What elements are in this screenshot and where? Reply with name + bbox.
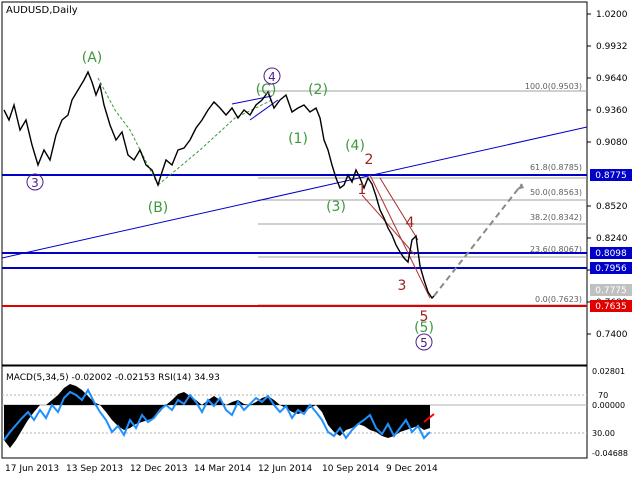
svg-text:5: 5	[420, 336, 428, 350]
wave-label-1: (1)	[288, 131, 308, 147]
price-tag-07635: 0.7635	[590, 300, 632, 312]
wave-label-A: (A)	[82, 50, 103, 66]
price-tick: 0.9080	[587, 138, 628, 148]
fib-label-100: 100.0(0.9503)	[525, 82, 582, 91]
time-axis: 17 Jun 2013 13 Sep 2013 12 Dec 2013 14 M…	[5, 464, 438, 474]
price-tick: 0.8520	[587, 202, 628, 212]
indicator-tick: 30.00	[592, 429, 615, 438]
price-line	[3, 70, 435, 300]
wave-label-B: (B)	[148, 200, 169, 216]
time-tick: 10 Sep 2014	[322, 464, 379, 474]
price-tick: 0.8240	[587, 234, 628, 244]
price-tick: 0.7400	[587, 330, 628, 340]
price-tick: 0.9932	[587, 42, 628, 52]
svg-text:0.8520: 0.8520	[596, 202, 628, 212]
price-tick: 1.0200	[587, 10, 628, 20]
svg-text:0.9932: 0.9932	[596, 42, 628, 52]
circled-wave-5: 5	[415, 333, 433, 351]
fibonacci-retracement[interactable]: 100.0(0.9503) 61.8(0.8785) 50.0(0.8563) …	[258, 82, 587, 306]
svg-text:0.9360: 0.9360	[596, 106, 628, 116]
svg-text:0.7400: 0.7400	[596, 330, 628, 340]
downtrend-channel[interactable]	[361, 174, 431, 299]
indicator-tick: 0.00000	[592, 401, 625, 410]
projection-arrow-line	[433, 183, 523, 297]
wave-c-channel-upper	[231, 95, 273, 105]
circled-wave-4: 4	[263, 67, 281, 85]
svg-text:0.7635: 0.7635	[595, 302, 627, 312]
wave-label-5: (5)	[414, 320, 434, 336]
wave-c-channel-lower	[249, 99, 279, 121]
projection-arrow-head	[516, 184, 524, 190]
svg-text:0.7775: 0.7775	[595, 286, 627, 296]
price-tag-07956: 0.7956	[590, 262, 632, 274]
indicator-axis: 0.02801 70 0.00000 30.00 -0.04688	[592, 367, 628, 458]
indicator-tick: -0.04688	[592, 449, 628, 458]
fib-label-618: 61.8(0.8785)	[530, 163, 582, 172]
price-tick: 0.9360	[587, 106, 628, 116]
circled-wave-3: 3	[26, 173, 44, 191]
svg-text:0.7956: 0.7956	[595, 264, 627, 274]
time-tick: 12 Dec 2013	[130, 464, 188, 474]
fib-label-0: 0.0(0.7623)	[535, 295, 582, 304]
red-wave-label-2: 2	[365, 152, 374, 168]
time-tick: 13 Sep 2013	[66, 464, 123, 474]
rsi-line	[3, 387, 431, 441]
svg-text:0.8775: 0.8775	[595, 171, 627, 181]
svg-text:0.9640: 0.9640	[596, 74, 628, 84]
price-tag-07775: 0.7775	[590, 284, 632, 296]
red-wave-label-4: 4	[406, 215, 415, 231]
red-wave-label-5: 5	[420, 309, 429, 325]
svg-text:4: 4	[268, 70, 276, 84]
wave-label-2: (2)	[308, 82, 328, 98]
wave-label-3: (3)	[326, 199, 346, 215]
svg-text:0.8098: 0.8098	[595, 249, 627, 259]
time-tick: 12 Jun 2014	[258, 464, 312, 474]
time-tick: 17 Jun 2013	[5, 464, 59, 474]
red-wave-label-1: 1	[358, 182, 367, 198]
fib-label-236: 23.6(0.8067)	[530, 245, 582, 254]
time-tick: 9 Dec 2014	[386, 464, 438, 474]
indicator-title: MACD(5,34,5) -0.02002 -0.02153 RSI(14) 3…	[6, 373, 220, 383]
svg-text:3: 3	[31, 176, 39, 190]
red-wave-label-3: 3	[398, 278, 407, 294]
price-tag-08098: 0.8098	[590, 247, 632, 259]
rising-trendline[interactable]	[1, 126, 588, 259]
wave-b-c-line	[157, 99, 273, 186]
wave-label-C: (C)	[256, 82, 277, 98]
price-tags: 0.8775 0.8098 0.7956 0.7775 0.7635	[590, 169, 632, 312]
wave-a-b-line	[97, 77, 159, 186]
price-tick: 0.9640	[587, 74, 628, 84]
price-tag-08775: 0.8775	[590, 169, 632, 181]
wave-label-4: (4)	[345, 138, 365, 154]
fib-label-382: 38.2(0.8342)	[530, 213, 582, 222]
macd-histogram	[4, 384, 430, 448]
fib-label-500: 50.0(0.8563)	[530, 188, 582, 197]
macd-signal-line	[423, 413, 435, 423]
svg-text:0.8240: 0.8240	[596, 234, 628, 244]
indicator-tick: 70	[598, 391, 608, 400]
svg-text:1.0200: 1.0200	[596, 10, 628, 20]
svg-text:0.9080: 0.9080	[596, 138, 628, 148]
time-tick: 14 Mar 2014	[194, 464, 251, 474]
chart-title: AUDUSD,Daily	[6, 5, 78, 16]
indicator-tick: 0.02801	[592, 367, 625, 376]
